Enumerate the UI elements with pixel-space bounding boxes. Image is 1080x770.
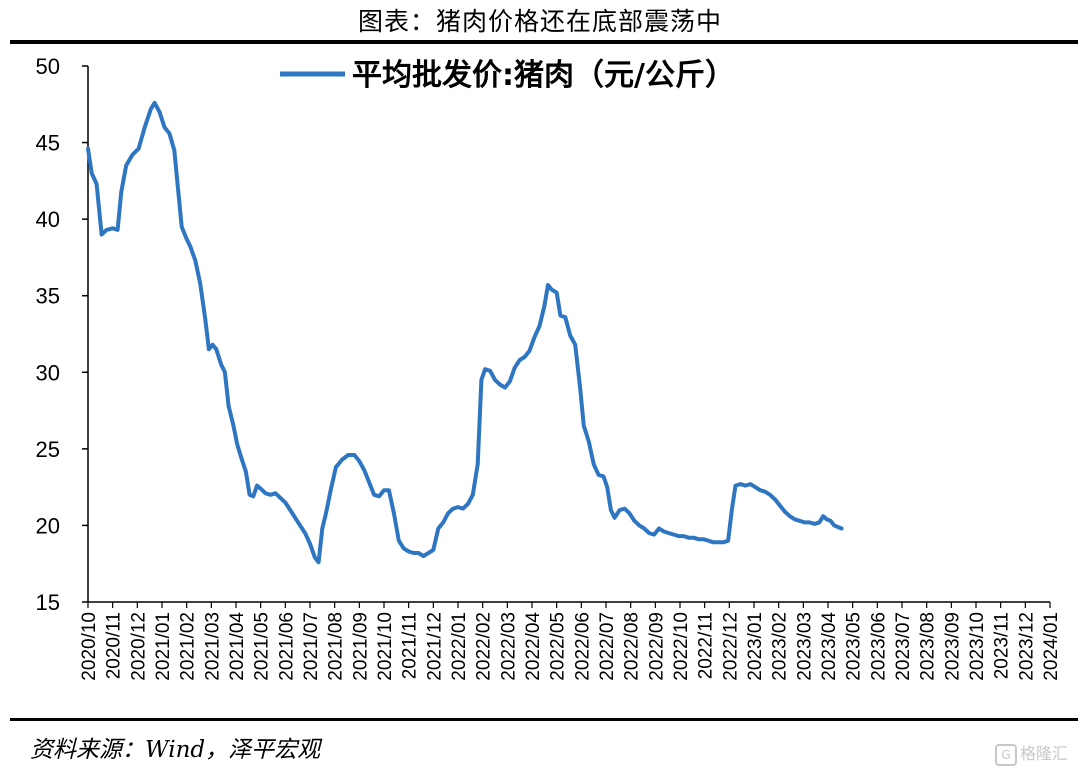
x-tick-label: 2022/06 bbox=[572, 612, 593, 681]
figure-title: 图表：猪肉价格还在底部震荡中 bbox=[357, 7, 722, 36]
x-tick-label: 2023/12 bbox=[1016, 612, 1037, 681]
series-line-pork-price bbox=[86, 100, 844, 565]
x-tick-label: 2023/07 bbox=[893, 612, 914, 681]
x-tick-label: 2021/10 bbox=[375, 612, 396, 681]
x-tick-label: 2020/11 bbox=[104, 612, 125, 679]
bottom-rule bbox=[10, 718, 1078, 721]
x-tick-label: 2022/02 bbox=[474, 612, 495, 681]
x-tick-label: 2021/01 bbox=[153, 612, 174, 681]
y-tick-label: 50 bbox=[36, 54, 60, 79]
x-tick-label: 2024/01 bbox=[1041, 612, 1062, 681]
x-tick-label: 2023/02 bbox=[770, 612, 791, 681]
x-tick-label: 2023/11 bbox=[992, 612, 1013, 679]
x-tick-label: 2022/11 bbox=[696, 612, 717, 679]
x-tick-label: 2021/06 bbox=[276, 612, 297, 681]
x-tick-label: 2020/12 bbox=[128, 612, 149, 681]
y-tick-label: 20 bbox=[36, 513, 60, 538]
x-tick-label: 2022/10 bbox=[671, 612, 692, 681]
watermark: G 格隆汇 bbox=[994, 740, 1068, 766]
x-tick-label: 2023/10 bbox=[967, 612, 988, 681]
x-tick-label: 2023/05 bbox=[844, 612, 865, 681]
source-note: 资料来源：Wind，泽平宏观 bbox=[30, 737, 321, 763]
x-tick-label: 2022/01 bbox=[449, 612, 470, 681]
x-tick-label: 2023/01 bbox=[745, 612, 766, 681]
x-tick-label: 2021/08 bbox=[326, 612, 347, 681]
x-tick-label: 2022/08 bbox=[622, 612, 643, 681]
x-tick-label: 2023/06 bbox=[868, 612, 889, 681]
y-tick-label: 35 bbox=[36, 284, 60, 309]
x-tick-label: 2021/12 bbox=[424, 612, 445, 681]
x-tick-label: 2022/03 bbox=[498, 612, 519, 681]
y-tick-label: 40 bbox=[36, 207, 60, 232]
y-tick-label: 15 bbox=[36, 590, 60, 615]
x-tick-label: 2021/02 bbox=[178, 612, 199, 681]
x-tick-label: 2021/03 bbox=[202, 612, 223, 681]
x-tick-label: 2022/07 bbox=[597, 612, 618, 681]
watermark-logo-icon: G bbox=[994, 743, 1017, 766]
x-tick-label: 2021/04 bbox=[227, 612, 248, 681]
x-tick-label: 2021/05 bbox=[252, 612, 273, 681]
x-tick-label: 2023/03 bbox=[794, 612, 815, 681]
x-tick-label: 2022/05 bbox=[548, 612, 569, 681]
top-rule bbox=[10, 40, 1078, 44]
x-tick-label: 2022/12 bbox=[720, 612, 741, 681]
x-tick-label: 2020/10 bbox=[79, 612, 100, 681]
legend-label: 平均批发价:猪肉（元/公斤） bbox=[352, 58, 735, 93]
y-tick-label: 30 bbox=[36, 360, 60, 385]
x-tick-label: 2021/07 bbox=[301, 612, 322, 681]
x-tick-label: 2022/04 bbox=[523, 612, 544, 681]
watermark-text: 格隆汇 bbox=[1019, 744, 1068, 763]
x-tick-label: 2022/09 bbox=[646, 612, 667, 681]
y-tick-label: 25 bbox=[36, 437, 60, 462]
x-tick-label: 2023/08 bbox=[918, 612, 939, 681]
y-tick-label: 45 bbox=[36, 131, 60, 156]
x-tick-label: 2023/04 bbox=[819, 612, 840, 681]
x-tick-label: 2021/09 bbox=[350, 612, 371, 681]
x-tick-label: 2021/11 bbox=[400, 612, 421, 679]
x-tick-label: 2023/09 bbox=[942, 612, 963, 681]
